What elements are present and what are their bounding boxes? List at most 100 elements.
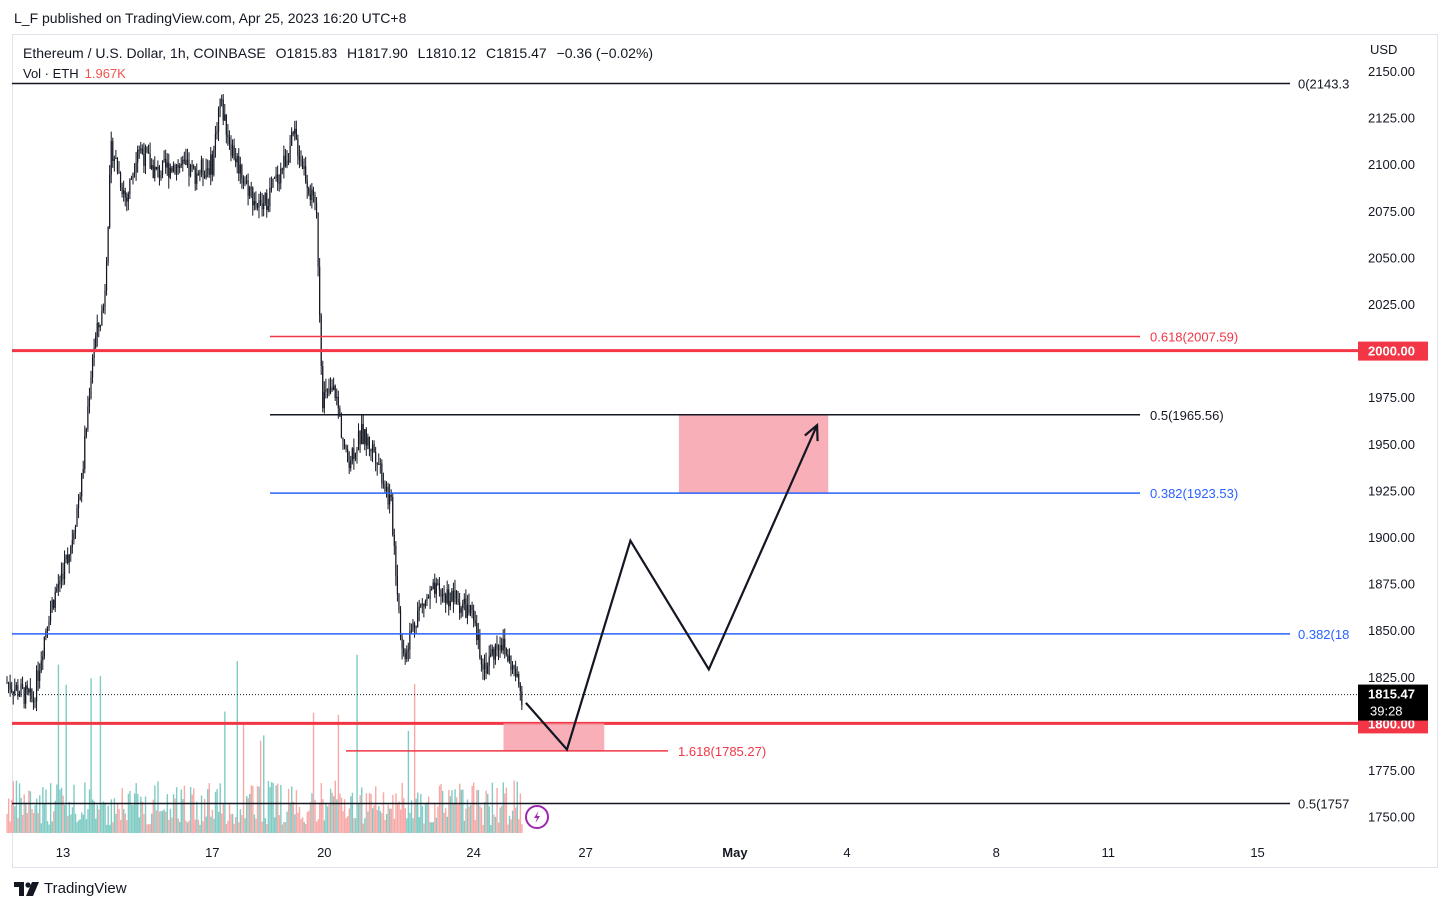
volume-bar [396,803,399,833]
candle-body [499,645,501,650]
candle-body [345,446,347,450]
x-tick-label: 15 [1250,845,1264,860]
volume-bar [376,810,378,833]
y-tick-label: 1825.00 [1368,670,1415,685]
y-tick-label: 2050.00 [1368,250,1415,265]
candle-body [203,175,206,178]
candle-body [74,526,77,534]
volume-bar [63,805,66,833]
replay-icon[interactable] [525,805,549,829]
volume-bar [28,790,30,833]
volume-bar [71,807,74,833]
candle-body [413,622,416,628]
volume-bar [283,821,285,833]
candle-body [480,657,483,665]
candle-body [301,160,304,170]
volume-bar [354,818,357,833]
volume-bar [345,818,347,833]
volume-bar [196,801,198,833]
candle-body [129,179,131,194]
candle-body [186,159,189,166]
volume-bar [317,819,319,833]
candle-body [133,171,136,173]
candle-body [107,227,109,263]
currency-label[interactable]: USD [1370,42,1398,57]
volume-bar [519,793,522,833]
candle-body [113,158,115,161]
volume-bar [413,684,416,833]
footer-brand[interactable]: TradingView [14,880,127,897]
candle-body [521,691,523,705]
candle-body [95,336,97,348]
volume-bar [172,794,175,833]
volume-bar [510,819,512,833]
volume-bar [182,799,184,833]
candle-body [410,630,413,632]
volume-bar [351,792,354,833]
volume-bar [239,809,242,833]
candle-body [152,165,154,178]
candle-body [84,436,86,469]
volume-bar [312,712,315,833]
candle-body [347,449,349,463]
candle-body [328,388,330,394]
volume-bar [115,813,117,833]
y-tick-label: 1875.00 [1368,577,1415,592]
volume-bar [328,804,330,833]
volume-bar [105,824,108,833]
volume-bar [300,818,302,833]
volume-bar [23,794,25,833]
candle-body [93,347,95,358]
volume-bar [146,824,148,833]
candle-body [20,683,22,695]
candle-body [28,689,30,693]
volume-bar [378,806,380,833]
candle-body [119,172,122,188]
candle-body [208,168,210,175]
candle-body [37,670,39,681]
volume-bar [129,790,131,833]
volume-bar [109,824,111,833]
volume-bar [155,810,158,833]
candle-body [29,688,31,693]
candle-body [140,148,142,150]
candle-body [147,151,150,154]
volume-bar [250,785,253,833]
candle-body [98,323,100,328]
volume-bar [488,806,490,833]
volume-bar [102,801,105,833]
candle-body [160,174,162,179]
time-axis: 13 17 20 24 27 May 4 8 11 15 [56,845,1265,860]
legend-symbol[interactable]: Ethereum / U.S. Dollar, 1h, COINBASE [23,45,266,61]
candle-body [123,190,125,195]
volume-bar [68,801,71,833]
volume-bar [194,819,197,833]
volume-bar [272,782,274,833]
candle-body [382,482,385,485]
volume-bar [418,817,420,833]
volume-bar [123,808,125,833]
countdown-label: 39:28 [1370,704,1403,719]
price-tag-label: 2000.00 [1368,344,1415,359]
candle-body [511,665,514,671]
volume-label[interactable]: Vol · ETH [23,66,79,81]
volume-bar [259,740,262,833]
candle-body [183,159,185,161]
volume-bar [116,802,119,833]
candle-body [166,162,168,168]
volume-bar [438,785,441,833]
candle-body [286,160,288,167]
candle-body [227,134,229,138]
tradingview-logo-icon [14,881,39,896]
volume-bar [496,788,498,833]
volume-bar [258,786,260,833]
volume-bar [70,814,72,833]
candle-body [385,486,388,491]
legend-open: O1815.83 [275,45,338,61]
volume-bar [337,714,340,833]
candle-body [508,655,511,661]
volume-bar [407,730,410,833]
x-tick-label: 20 [317,845,331,860]
candle-body [407,649,409,651]
